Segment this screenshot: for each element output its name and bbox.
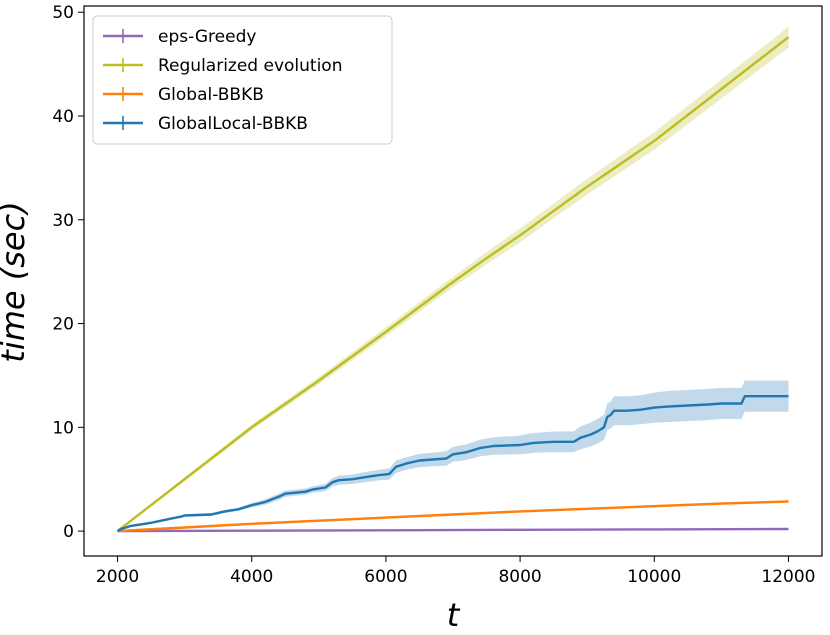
- legend-label: Global-BBKB: [158, 85, 264, 105]
- band-globallocal-bbkb: [117, 380, 789, 532]
- x-tick-label: 10000: [627, 567, 681, 587]
- legend-label: eps-Greedy: [158, 27, 256, 47]
- legend-label: GlobalLocal-BBKB: [158, 114, 308, 134]
- x-tick-label: 12000: [761, 567, 815, 587]
- y-axis-label: time (sec): [0, 201, 32, 362]
- y-axis: 0 10 20 30 40 50: [52, 3, 84, 542]
- x-tick-label: 6000: [364, 567, 407, 587]
- x-axis: 2000 4000 6000 8000 10000 12000: [96, 556, 816, 587]
- series-lines: [116, 36, 790, 533]
- legend-box: [92, 15, 393, 145]
- x-axis-label: t: [447, 596, 461, 634]
- line-eps-greedy: [117, 527, 789, 533]
- plot-frame: [83, 5, 823, 557]
- band-regularized-evolution: [117, 26, 789, 533]
- x-tick-label: 2000: [96, 567, 139, 587]
- y-tick-label: 10: [52, 418, 74, 438]
- x-tick-label: 8000: [498, 567, 541, 587]
- legend: eps-Greedy Regularized evolution Global-BB…: [92, 15, 393, 145]
- y-tick-label: 50: [52, 3, 74, 23]
- line-globallocal-bbkb: [116, 395, 789, 533]
- line-regularized-evolution: [116, 36, 790, 533]
- y-tick-label: 20: [52, 315, 74, 335]
- y-tick-label: 40: [52, 107, 74, 127]
- legend-label: Regularized evolution: [158, 56, 343, 76]
- y-tick-label: 0: [63, 522, 74, 542]
- x-tick-label: 4000: [230, 567, 273, 587]
- line-global-bbkb: [117, 500, 789, 533]
- y-tick-label: 30: [52, 211, 74, 231]
